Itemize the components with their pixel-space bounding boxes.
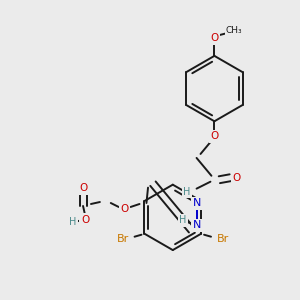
Text: H: H <box>179 215 186 225</box>
Text: O: O <box>79 183 87 193</box>
Text: N: N <box>192 220 201 230</box>
Text: H: H <box>70 217 77 227</box>
Text: O: O <box>81 215 89 225</box>
Text: N: N <box>192 199 201 208</box>
Text: Br: Br <box>217 234 229 244</box>
Text: O: O <box>210 131 218 141</box>
Text: H: H <box>183 187 190 196</box>
Text: CH₃: CH₃ <box>226 26 242 34</box>
Text: O: O <box>121 204 129 214</box>
Text: O: O <box>210 33 218 43</box>
Text: Br: Br <box>117 234 129 244</box>
Text: O: O <box>232 173 240 183</box>
